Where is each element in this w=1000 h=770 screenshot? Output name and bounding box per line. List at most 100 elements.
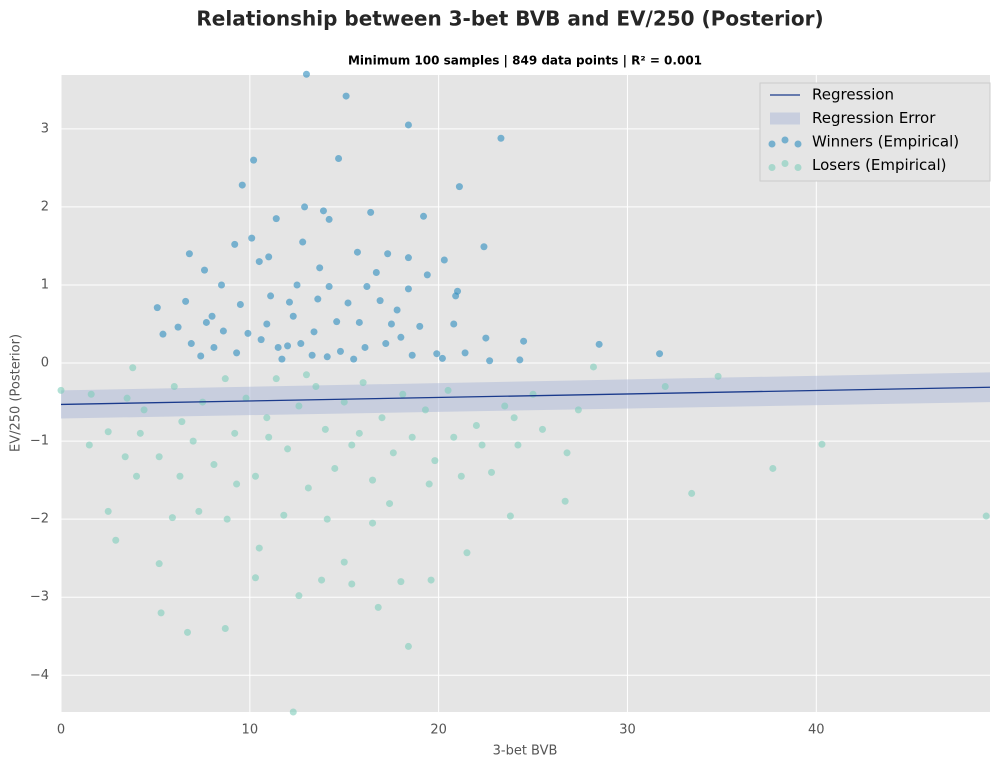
scatter-point [386,500,394,508]
scatter-point [342,92,350,100]
scatter-point [219,327,227,335]
scatter-point [202,318,210,326]
scatter-point [376,297,384,305]
scatter-point [284,445,292,453]
scatter-point [301,203,309,211]
scatter-point [382,340,390,348]
scatter-point [408,351,416,359]
scatter-point [372,269,380,277]
scatter-point [480,243,488,251]
scatter-point [440,256,448,264]
scatter-point [255,258,263,266]
scatter-point [316,264,324,272]
scatter-point [263,320,271,328]
legend-marker [794,164,802,171]
scatter-point [323,353,331,361]
scatter-point [404,121,412,129]
scatter-point [129,364,137,372]
scatter-point [274,343,282,351]
scatter-point [982,512,990,520]
scatter-point [374,603,382,611]
legend-label: Winners (Empirical) [812,133,959,151]
scatter-point [325,215,333,223]
scatter-point [197,352,205,360]
scatter-point [335,155,343,163]
scatter-point [312,382,320,390]
scatter-point [538,425,546,433]
scatter-point [452,292,460,300]
scatter-point [221,375,229,383]
y-tick-label: 3 [41,121,49,136]
scatter-point [231,240,239,248]
scatter-point [393,306,401,314]
scatter-point [421,406,429,414]
scatter-point [344,299,352,307]
scatter-point [433,350,441,358]
scatter-point [176,472,184,480]
scatter-point [420,212,428,220]
scatter-point [384,250,392,258]
scatter-point [210,461,218,469]
scatter-point [263,414,271,422]
scatter-point [423,271,431,279]
scatter-point [818,440,826,448]
scatter-point [250,156,258,164]
scatter-point [187,340,195,348]
scatter-point [302,371,310,379]
scatter-point [272,215,280,223]
scatter-point [438,354,446,362]
scatter-point [387,320,395,328]
y-tick-label: −3 [30,590,49,605]
scatter-point [136,429,144,437]
scatter-point [280,511,288,519]
x-tick-label: 20 [430,723,447,738]
scatter-point [506,512,514,520]
scatter-point [153,304,161,312]
scatter-point [361,343,369,351]
scatter-point [257,336,265,344]
scatter-point [450,433,458,441]
scatter-point [331,464,339,472]
scatter-point [289,708,297,716]
data [57,70,991,716]
scatter-point [348,580,356,588]
scatter-point [265,433,273,441]
legend-swatch [770,112,800,125]
scatter-point [244,329,252,337]
x-tick-label: 30 [619,723,636,738]
scatter-point [293,281,301,289]
scatter-point [353,248,361,256]
scatter-point [210,343,218,351]
scatter-point [302,70,310,78]
legend-marker [781,160,789,167]
scatter-point [87,390,95,398]
y-tick-label: 2 [41,199,49,214]
legend-marker [768,140,776,148]
x-tick-label: 10 [242,723,259,738]
scatter-point [404,285,412,293]
scatter-point [185,250,193,258]
scatter-point [333,318,341,326]
chart-title: Relationship between 3-bet BVB and EV/25… [196,7,823,31]
scatter-point [472,422,480,430]
scatter-point [308,351,316,359]
legend: Regression Regression Error Winners (Empir… [759,82,991,182]
scatter-point [155,560,163,568]
scatter-point [355,429,363,437]
scatter-point [267,292,275,300]
scatter-point [408,433,416,441]
scatter-point [444,386,452,394]
scatter-point [238,181,246,189]
scatter-point [285,298,293,306]
scatter-point [284,342,292,350]
regression-line [60,386,991,406]
scatter-point [348,441,356,449]
scatter-point [278,355,286,363]
scatter-point [233,480,241,488]
scatter-point [455,183,463,191]
scatter-point [123,394,131,402]
scatter-point [516,356,524,364]
y-tick-label: −1 [30,434,49,449]
scatter-point [416,322,424,330]
scatter-point [248,234,256,242]
